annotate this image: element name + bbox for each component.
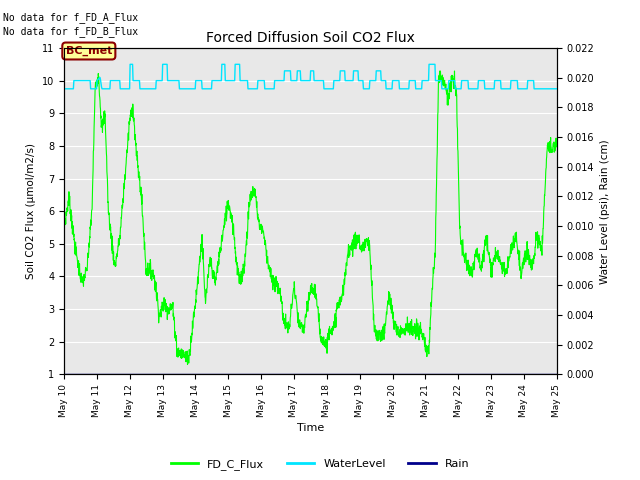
Y-axis label: Water Level (psi), Rain (cm): Water Level (psi), Rain (cm)	[600, 139, 610, 284]
X-axis label: Time: Time	[297, 423, 324, 432]
Text: BC_met: BC_met	[66, 46, 112, 56]
Legend: FD_C_Flux, WaterLevel, Rain: FD_C_Flux, WaterLevel, Rain	[166, 455, 474, 474]
Text: No data for f_FD_B_Flux: No data for f_FD_B_Flux	[3, 26, 138, 37]
Y-axis label: Soil CO2 Flux (μmol/m2/s): Soil CO2 Flux (μmol/m2/s)	[26, 143, 36, 279]
Title: Forced Diffusion Soil CO2 Flux: Forced Diffusion Soil CO2 Flux	[206, 32, 415, 46]
Text: No data for f_FD_A_Flux: No data for f_FD_A_Flux	[3, 12, 138, 23]
